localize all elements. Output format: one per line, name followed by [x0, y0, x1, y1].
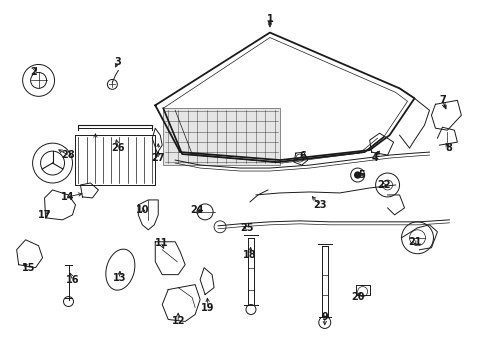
Text: 22: 22	[376, 180, 389, 190]
Circle shape	[354, 172, 360, 178]
Text: 19: 19	[201, 302, 214, 312]
Text: 1: 1	[266, 14, 273, 24]
Text: 28: 28	[61, 150, 75, 160]
Text: 2: 2	[30, 67, 37, 77]
Text: 9: 9	[321, 312, 327, 323]
Text: 18: 18	[243, 250, 256, 260]
Text: 16: 16	[65, 275, 79, 285]
Text: 26: 26	[111, 143, 125, 153]
Text: 12: 12	[171, 316, 184, 327]
Text: 14: 14	[61, 192, 74, 202]
Bar	[163, 108, 279, 165]
Text: 20: 20	[350, 292, 364, 302]
Text: 8: 8	[444, 143, 451, 153]
Text: 25: 25	[240, 223, 253, 233]
Text: 7: 7	[438, 95, 445, 105]
Text: 10: 10	[135, 205, 149, 215]
Text: 4: 4	[370, 153, 377, 163]
Text: 24: 24	[190, 205, 203, 215]
Text: 17: 17	[38, 210, 51, 220]
Text: 23: 23	[312, 200, 326, 210]
Text: 11: 11	[154, 238, 168, 248]
Text: 21: 21	[407, 237, 420, 247]
Text: 15: 15	[22, 263, 35, 273]
Text: 13: 13	[112, 273, 126, 283]
Text: 6: 6	[299, 151, 305, 161]
Text: 27: 27	[151, 153, 164, 163]
Text: 3: 3	[114, 58, 121, 67]
Text: 5: 5	[358, 170, 365, 180]
